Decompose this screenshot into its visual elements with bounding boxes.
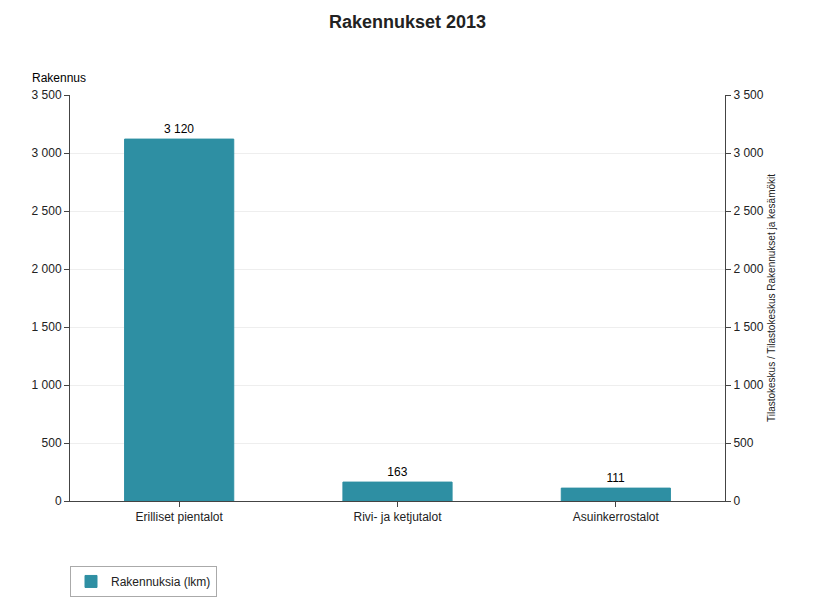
svg-text:0: 0	[733, 494, 740, 508]
svg-text:2 000: 2 000	[733, 262, 763, 276]
svg-text:0: 0	[55, 494, 62, 508]
svg-text:500: 500	[42, 436, 62, 450]
svg-text:1 500: 1 500	[733, 320, 763, 334]
svg-text:Rakennuksia (lkm): Rakennuksia (lkm)	[111, 575, 210, 589]
svg-text:Asuinkerrostalot: Asuinkerrostalot	[573, 510, 660, 524]
svg-text:1 000: 1 000	[733, 378, 763, 392]
svg-text:3 120: 3 120	[164, 122, 194, 136]
svg-text:2 500: 2 500	[733, 204, 763, 218]
svg-text:111: 111	[607, 471, 626, 485]
svg-text:3 000: 3 000	[733, 146, 763, 160]
svg-text:1 500: 1 500	[32, 320, 62, 334]
svg-text:Rakennus: Rakennus	[32, 71, 86, 85]
svg-text:500: 500	[733, 436, 753, 450]
svg-text:163: 163	[387, 465, 407, 479]
svg-text:Rivi- ja ketjutalot: Rivi- ja ketjutalot	[353, 510, 442, 524]
svg-text:2 500: 2 500	[32, 204, 62, 218]
svg-text:1 000: 1 000	[32, 378, 62, 392]
svg-text:2 000: 2 000	[32, 262, 62, 276]
svg-text:Erilliset pientalot: Erilliset pientalot	[135, 510, 223, 524]
svg-text:Rakennukset 2013: Rakennukset 2013	[329, 12, 486, 32]
svg-text:3 500: 3 500	[733, 88, 763, 102]
svg-text:3 500: 3 500	[32, 88, 62, 102]
svg-text:Tilastokeskus / Tilastokeskus: Tilastokeskus / Tilastokeskus Rakennukse…	[766, 174, 777, 422]
svg-text:3 000: 3 000	[32, 146, 62, 160]
